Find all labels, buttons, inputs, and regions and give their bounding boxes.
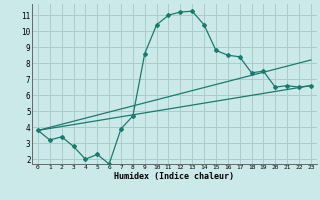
- X-axis label: Humidex (Indice chaleur): Humidex (Indice chaleur): [115, 172, 234, 181]
